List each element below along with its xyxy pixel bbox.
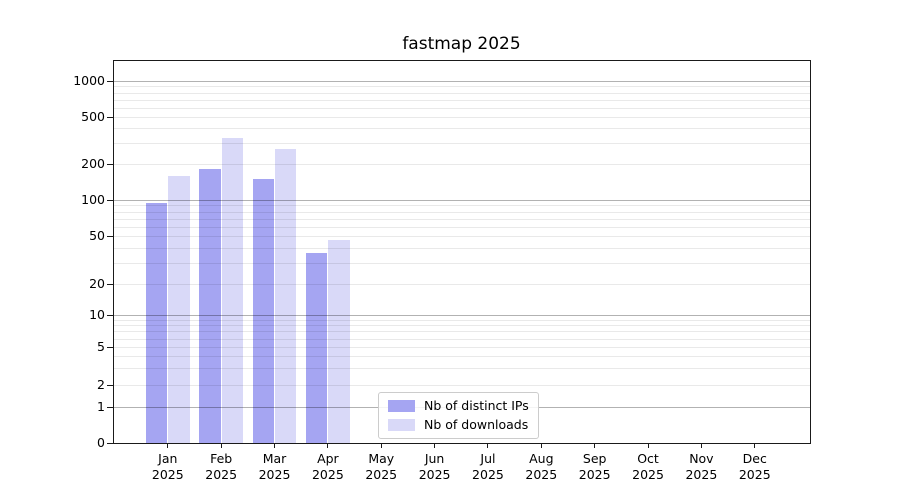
x-tick-label-jun: Jun 2025 (418, 451, 451, 482)
y-tick-label: 1000 (73, 73, 105, 88)
plot-area (113, 60, 810, 443)
bar-distinct-ips-mar (252, 178, 275, 443)
y-tick-label: 200 (81, 156, 105, 171)
gridline-y-100 (113, 200, 810, 201)
bar-downloads-feb (221, 138, 243, 443)
y-tick (107, 283, 113, 285)
y-tick-label: 500 (81, 109, 105, 124)
gridline-y-1000 (113, 81, 810, 82)
bars-layer (113, 60, 810, 443)
x-tick (380, 444, 382, 448)
x-tick-label-apr: Apr 2025 (311, 451, 344, 482)
chart-title: fastmap 2025 (402, 34, 521, 54)
gridline-y-10 (113, 315, 810, 316)
bar-distinct-ips-feb (199, 169, 221, 443)
gridline-y-500 (113, 117, 810, 118)
bar-distinct-ips-apr (306, 253, 328, 443)
x-tick-label-may: May 2025 (365, 451, 398, 482)
gridline-y-50 (113, 236, 810, 237)
x-tick-label-oct: Oct 2025 (632, 451, 664, 482)
x-tick-label-sep: Sep 2025 (578, 451, 611, 482)
gridline-y-3 (113, 368, 810, 370)
y-tick-label: 100 (81, 192, 105, 207)
x-tick-label-jul: Jul 2025 (472, 451, 504, 482)
y-tick (107, 384, 113, 386)
x-tick (647, 444, 649, 448)
legend-item-downloads: Nb of downloads (388, 418, 529, 432)
y-tick-label: 10 (89, 307, 105, 322)
gridline-y-600 (113, 107, 810, 109)
y-tick (107, 235, 113, 237)
y-tick (107, 80, 113, 82)
bar-downloads-jan (168, 175, 190, 443)
legend-swatch-distinct-ips (388, 400, 415, 412)
y-tick (107, 199, 113, 201)
x-tick-label-feb: Feb 2025 (205, 451, 238, 482)
x-tick (167, 444, 169, 448)
x-tick-label-mar: Mar 2025 (258, 451, 291, 482)
bar-distinct-ips-jan (146, 202, 168, 443)
gridline-y-7 (113, 331, 810, 333)
y-tick-label: 50 (89, 228, 105, 243)
y-tick-label: 20 (89, 276, 105, 291)
y-tick (107, 442, 113, 444)
gridline-y-400 (113, 128, 810, 130)
x-tick (434, 444, 436, 448)
gridline-y-800 (113, 92, 810, 94)
x-tick-label-dec: Dec 2025 (738, 451, 771, 482)
y-tick (107, 163, 113, 165)
gridline-y-8 (113, 325, 810, 327)
gridline-y-6 (113, 338, 810, 340)
gridline-y-5 (113, 347, 810, 348)
gridline-y-20 (113, 284, 810, 285)
y-tick-label: 0 (97, 435, 105, 450)
gridline-y-60 (113, 226, 810, 228)
y-tick (107, 314, 113, 316)
x-tick (274, 444, 276, 448)
gridline-y-40 (113, 247, 810, 249)
x-tick (327, 444, 329, 448)
y-tick-label: 1 (97, 399, 105, 414)
x-tick-label-nov: Nov 2025 (685, 451, 718, 482)
gridline-y-90 (113, 205, 810, 207)
legend-label-distinct-ips: Nb of distinct IPs (424, 398, 529, 413)
gridline-y-900 (113, 86, 810, 88)
y-tick-label: 2 (97, 377, 105, 392)
gridline-y-300 (113, 143, 810, 145)
gridline-y-200 (113, 164, 810, 165)
gridline-y-70 (113, 218, 810, 220)
gridline-y-30 (113, 262, 810, 264)
x-tick-label-aug: Aug 2025 (525, 451, 558, 482)
x-tick (594, 444, 596, 448)
gridline-y-80 (113, 211, 810, 213)
y-tick (107, 346, 113, 348)
gridline-y-4 (113, 356, 810, 358)
gridline-y-700 (113, 99, 810, 101)
x-tick-label-jan: Jan 2025 (151, 451, 184, 482)
bar-downloads-apr (328, 240, 350, 443)
legend-swatch-downloads (388, 419, 415, 431)
gridline-y-2 (113, 385, 810, 386)
x-tick (700, 444, 702, 448)
x-tick (487, 444, 489, 448)
x-tick (220, 444, 222, 448)
y-tick (107, 116, 113, 118)
legend: Nb of distinct IPs Nb of downloads (378, 392, 539, 439)
gridline-y-9 (113, 319, 810, 321)
x-tick (754, 444, 756, 448)
x-tick (540, 444, 542, 448)
legend-item-distinct-ips: Nb of distinct IPs (388, 399, 529, 413)
legend-label-downloads: Nb of downloads (424, 417, 529, 432)
y-tick (107, 406, 113, 408)
bar-downloads-mar (275, 148, 297, 443)
y-tick-label: 5 (97, 339, 105, 354)
